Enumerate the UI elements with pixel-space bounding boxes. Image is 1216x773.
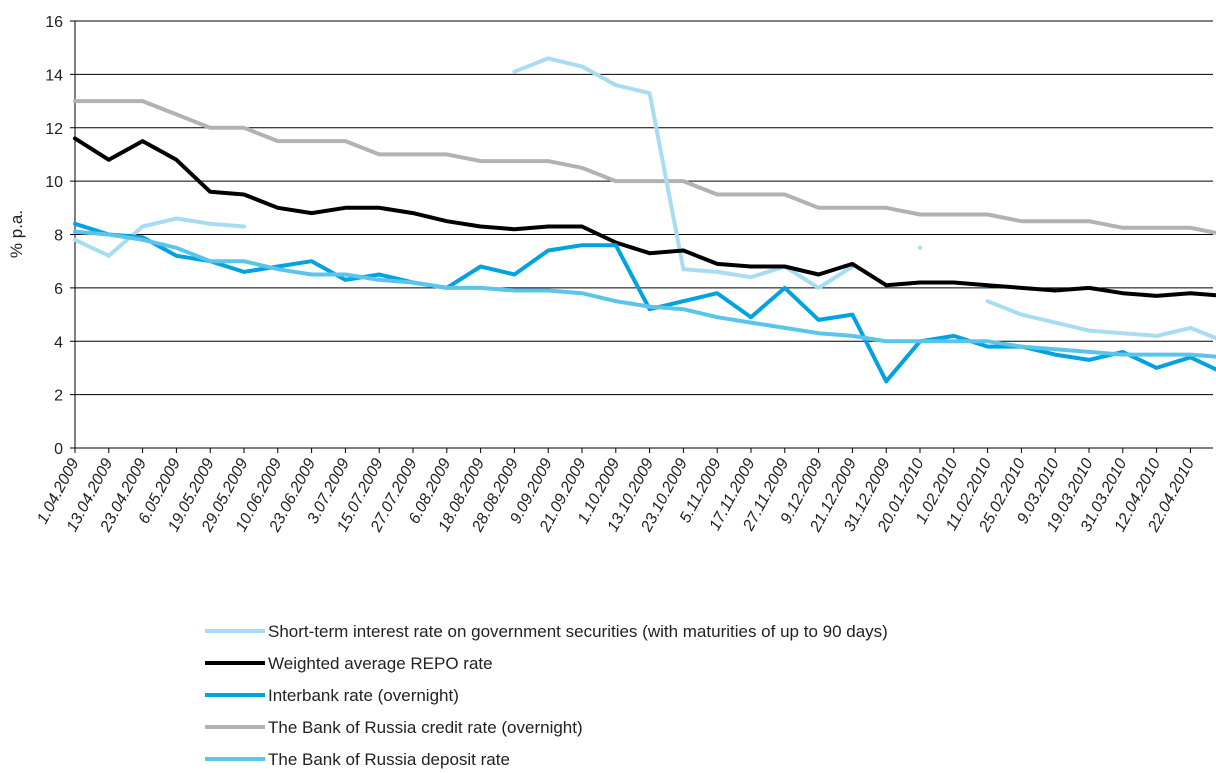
series-line — [985, 299, 1216, 341]
y-tick-label: 2 — [54, 388, 63, 405]
legend-label: Interbank rate (overnight) — [268, 686, 459, 705]
series-line — [73, 136, 1216, 298]
legend-label: Short-term interest rate on government s… — [268, 622, 888, 641]
series-line — [512, 56, 855, 290]
series-line — [73, 229, 1216, 359]
legend-label: The Bank of Russia credit rate (overnigh… — [268, 718, 583, 737]
y-tick-label: 0 — [54, 441, 63, 458]
y-tick-label: 16 — [45, 14, 63, 31]
series-line — [73, 216, 246, 258]
legend-label: The Bank of Russia deposit rate — [268, 750, 510, 769]
y-tick-label: 12 — [45, 121, 63, 138]
legend-label: Weighted average REPO rate — [268, 654, 493, 673]
series-line — [73, 99, 1216, 235]
y-axis-label: % p.a. — [7, 210, 26, 258]
y-tick-label: 10 — [45, 174, 63, 191]
series-line — [73, 221, 1216, 384]
y-tick-label: 6 — [54, 281, 63, 298]
y-tick-label: 4 — [54, 334, 63, 351]
y-tick-label: 14 — [45, 67, 63, 84]
y-tick-label: 8 — [54, 228, 63, 245]
